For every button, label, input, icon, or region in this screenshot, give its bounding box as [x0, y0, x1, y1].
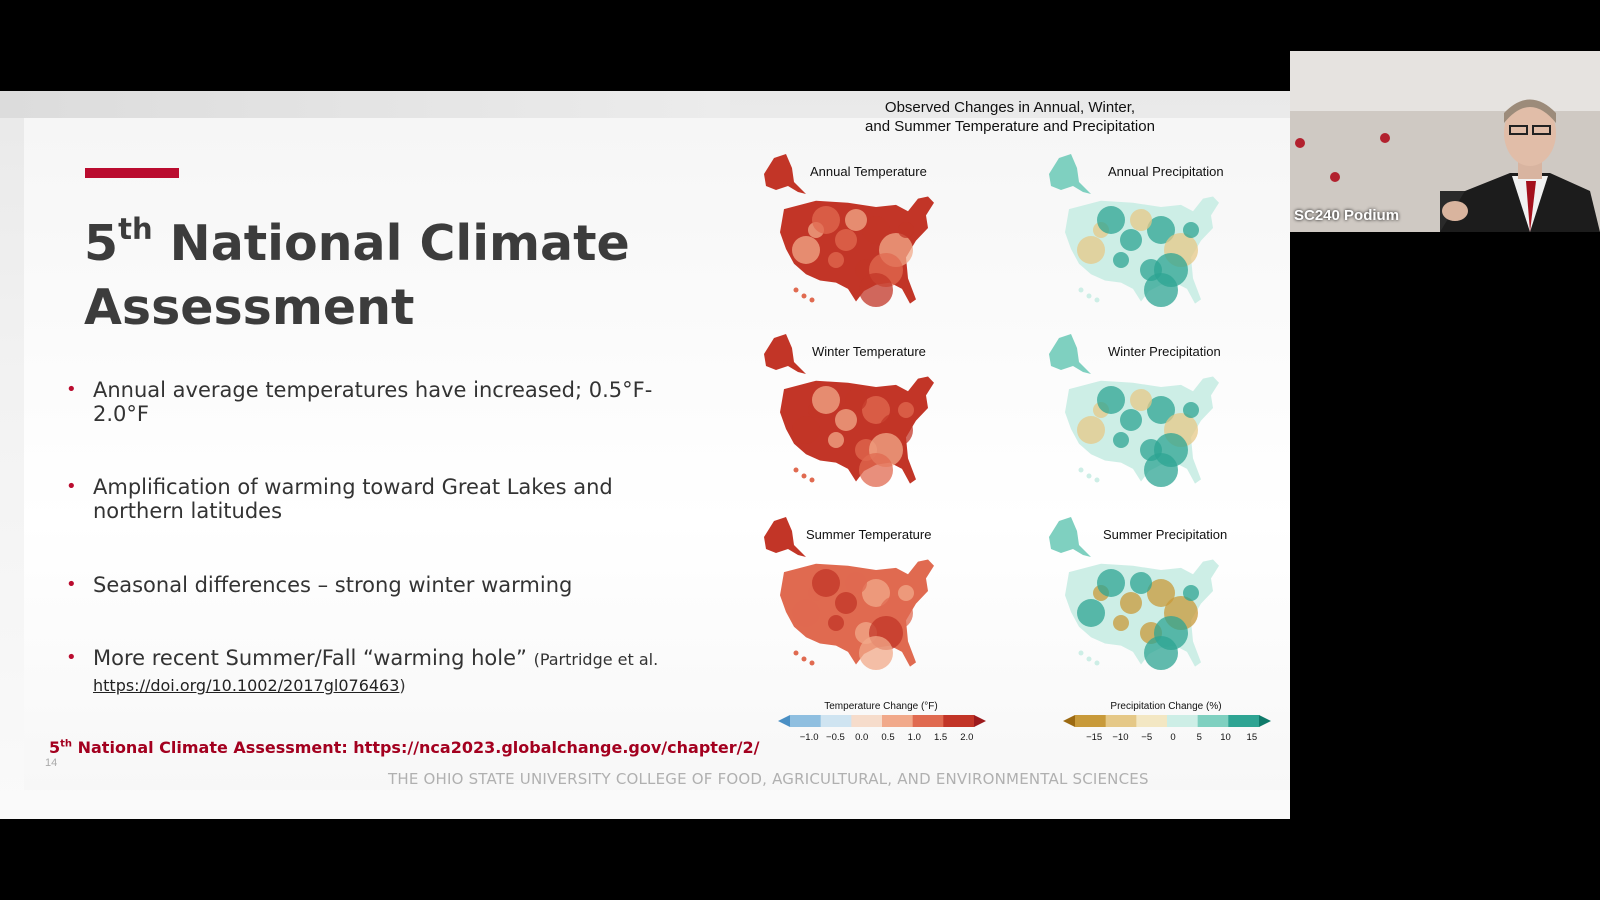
presenter-video-icon [1290, 51, 1600, 232]
legend-color-segment [882, 715, 914, 727]
legend-tick-label: 0.5 [881, 732, 895, 743]
map-panel: Winter Temperature [750, 330, 970, 500]
legend-tick-label: −5 [1141, 732, 1153, 743]
citation-end: ) [399, 676, 406, 695]
legend-tick-label: 5 [1196, 732, 1202, 743]
slide-footer: THE OHIO STATE UNIVERSITY COLLEGE OF FOO… [388, 770, 1149, 788]
source-citation: 5th National Climate Assessment: https:/… [49, 738, 759, 757]
title-accent-bar [85, 168, 179, 178]
legend-tick-label: 15 [1246, 732, 1258, 743]
legend-tick-label: 1.5 [933, 732, 948, 743]
bullet-item: • More recent Summer/Fall “warming hole”… [66, 646, 666, 698]
map-panel-label: Annual Precipitation [1108, 164, 1224, 179]
bullet-item: • Amplification of warming toward Great … [66, 475, 666, 523]
bullet-item: • Annual average temperatures have incre… [66, 378, 666, 426]
source-text: National Climate Assessment: https://nca… [72, 738, 760, 757]
bullet-text: More recent Summer/Fall “warming hole” [93, 646, 534, 670]
title-text: National Climate Assessment [84, 215, 630, 336]
legend-arrow-left [778, 715, 790, 727]
map-panel-label: Summer Temperature [806, 527, 932, 542]
legend-color-segment [851, 715, 883, 727]
legend-arrow-right [974, 715, 986, 727]
legend-tick-label: 0 [1170, 732, 1176, 743]
legend-tick-label: −10 [1112, 732, 1129, 743]
bullet-text: Annual average temperatures have increas… [93, 378, 653, 426]
map-panel-label: Annual Temperature [810, 164, 927, 179]
source-superscript: th [60, 738, 73, 750]
slide-top-band [0, 91, 730, 118]
map-panel: Annual Precipitation [1035, 150, 1255, 320]
webcam-participant-name: SC240 Podium [1294, 207, 1400, 224]
map-panel: Annual Temperature [750, 150, 970, 320]
slide-page-number: 14 [45, 757, 58, 769]
figure-title-line2: and Summer Temperature and Precipitation [865, 118, 1155, 135]
bullet-text: Amplification of warming toward Great La… [93, 475, 613, 523]
map-panel: Summer Temperature [750, 513, 970, 683]
precipitation-map-icon [1049, 154, 1219, 307]
title-number: 5 [84, 215, 119, 272]
temp-legend-colorbar [778, 715, 986, 727]
legend-tick-label: −1.0 [799, 732, 819, 743]
legend-tick-label: 2.0 [960, 732, 974, 743]
map-panel-label: Summer Precipitation [1103, 527, 1228, 542]
slide-title: 5th National Climate Assessment [84, 212, 644, 340]
legend-color-segment [1167, 715, 1199, 727]
title-superscript: th [118, 211, 153, 246]
legend-color-segment [1228, 715, 1260, 727]
legend-color-segment [790, 715, 822, 727]
temperature-map-icon [764, 154, 934, 307]
bullet-dot-icon: • [66, 574, 77, 595]
source-number: 5 [49, 738, 61, 757]
temp-legend-title: Temperature Change (°F) [824, 701, 938, 712]
bullet-item: • Seasonal differences – strong winter w… [66, 573, 666, 597]
figure-title-line1: Observed Changes in Annual, Winter, [884, 99, 1136, 116]
precip-legend-colorbar [1063, 715, 1271, 727]
map-panel-label: Winter Temperature [812, 344, 926, 359]
legend-color-segment [1105, 715, 1137, 727]
temp-legend-ticks: −1.0 −0.5 0.0 0.5 1.0 1.5 2.0 [778, 732, 986, 744]
temperature-map-icon [764, 334, 934, 487]
legend-arrow-left [1063, 715, 1075, 727]
precip-legend-ticks: −15 −10 −5 0 5 10 15 [1063, 732, 1271, 744]
legend-color-segment [1075, 715, 1107, 727]
legend-color-segment [1136, 715, 1168, 727]
legend-arrow-right [1259, 715, 1271, 727]
legend-tick-label: −0.5 [826, 732, 845, 743]
legend-color-segment [943, 715, 975, 727]
map-panel-label: Winter Precipitation [1108, 344, 1221, 359]
legend-tick-label: −15 [1086, 732, 1103, 743]
citation-link[interactable]: https://doi.org/10.1002/2017gl076463 [93, 676, 400, 695]
legend-tick-label: 10 [1220, 732, 1231, 743]
bullet-dot-icon: • [66, 476, 77, 497]
precipitation-map-icon [1049, 517, 1219, 670]
citation-text: (Partridge et al. [533, 650, 659, 669]
temperature-map-icon [764, 517, 934, 670]
webcam-video-tile[interactable] [1290, 51, 1600, 232]
precip-legend-title: Precipitation Change (%) [1110, 701, 1222, 712]
legend-color-segment [820, 715, 852, 727]
precipitation-map-icon [1049, 334, 1219, 487]
legend-color-segment [1197, 715, 1229, 727]
bullet-dot-icon: • [66, 647, 77, 668]
bullet-text: Seasonal differences – strong winter war… [93, 573, 573, 597]
figure-title: Observed Changes in Annual, Winter, and … [820, 98, 1200, 136]
map-panel: Summer Precipitation [1035, 513, 1255, 683]
legend-tick-label: 0.0 [855, 732, 869, 743]
legend-tick-label: 1.0 [907, 732, 921, 743]
legend-color-segment [912, 715, 944, 727]
map-panel: Winter Precipitation [1035, 330, 1255, 500]
bullet-dot-icon: • [66, 379, 77, 400]
